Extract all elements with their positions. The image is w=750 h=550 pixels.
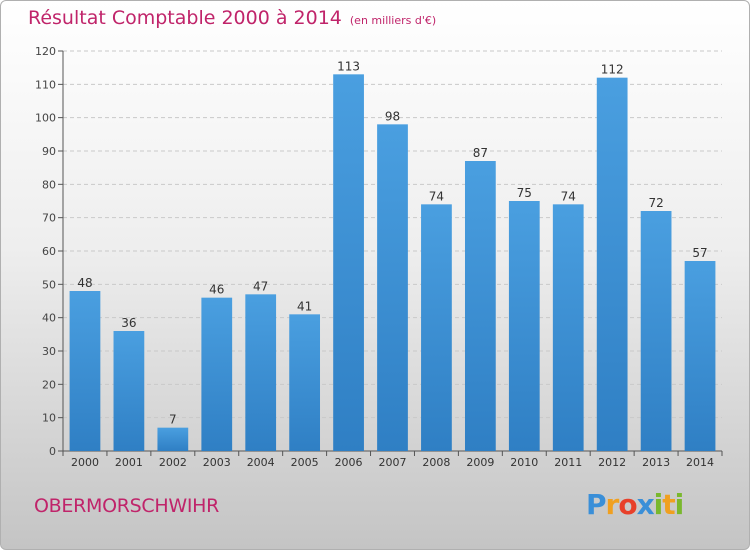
data-label-2006: 113 — [337, 59, 360, 73]
x-tick-label-2010: 2010 — [510, 456, 538, 469]
bar-2002 — [157, 427, 189, 451]
x-tick-label-2014: 2014 — [686, 456, 714, 469]
bar-2008 — [421, 204, 452, 451]
x-tick-label-2011: 2011 — [554, 456, 582, 469]
y-tick-label: 40 — [42, 312, 56, 325]
y-tick-label: 80 — [42, 178, 56, 191]
bar-2011 — [552, 204, 584, 451]
data-label-2014: 57 — [692, 246, 707, 260]
x-axis: 2000 2001 2002 2003 2004 2005 2006 2007 2008 2009… — [62, 450, 723, 469]
logo-letter: x — [636, 488, 655, 521]
x-tick-label-2006: 2006 — [335, 456, 363, 469]
bar-2004 — [245, 294, 277, 451]
data-label-2003: 46 — [209, 283, 224, 297]
location-name: OBERMORSCHWIHR — [34, 495, 220, 517]
data-label-2005: 41 — [297, 299, 312, 313]
logo-letter: i — [653, 488, 664, 521]
data-label-2001: 36 — [121, 316, 136, 330]
logo-letter: t — [662, 488, 675, 521]
data-label-2008: 74 — [429, 189, 444, 203]
y-tick-label: 10 — [42, 412, 56, 425]
y-tick-label: 0 — [49, 445, 56, 458]
data-label-2010: 75 — [517, 186, 532, 200]
x-tick-label-2012: 2012 — [598, 456, 626, 469]
data-label-2000: 48 — [77, 276, 92, 290]
y-tick-label: 70 — [42, 212, 56, 225]
data-label-2002: 7 — [169, 413, 177, 427]
bar-2009 — [464, 161, 496, 451]
logo-letter: r — [605, 488, 620, 521]
chart-title-main: Résultat Comptable 2000 à 2014 — [28, 7, 342, 29]
x-tick-label-2001: 2001 — [115, 456, 143, 469]
logo-letter: i — [674, 488, 685, 521]
y-tick-label: 60 — [42, 245, 56, 258]
x-tick-label-2009: 2009 — [466, 456, 494, 469]
data-label-2012: 112 — [601, 63, 624, 77]
proxiti-logo: Proxiti — [586, 488, 685, 521]
x-tick-label-2003: 2003 — [203, 456, 231, 469]
x-tick-label-2002: 2002 — [159, 456, 187, 469]
bar-2010 — [508, 201, 540, 451]
bar-2005 — [289, 314, 321, 451]
data-label-2007: 98 — [385, 109, 400, 123]
data-label-2011: 74 — [561, 189, 576, 203]
bar-2007 — [377, 124, 408, 451]
logo-letter: P — [586, 488, 607, 521]
y-tick-label: 110 — [35, 78, 56, 91]
data-label-2009: 87 — [473, 146, 488, 160]
bar-2012 — [596, 77, 628, 452]
y-tick-label: 30 — [42, 345, 56, 358]
x-tick-label-2005: 2005 — [291, 456, 319, 469]
data-label-2004: 47 — [253, 279, 268, 293]
y-tick-label: 20 — [42, 378, 56, 391]
y-tick-label: 100 — [35, 112, 56, 125]
x-tick-label-2013: 2013 — [642, 456, 670, 469]
bar-2001 — [113, 331, 145, 451]
bar-2003 — [201, 297, 233, 451]
y-tick-label: 120 — [35, 45, 56, 58]
y-tick-label: 50 — [42, 278, 56, 291]
y-tick-label: 90 — [42, 145, 56, 158]
x-tick-label-2004: 2004 — [247, 456, 275, 469]
chart-title: Résultat Comptable 2000 à 2014 (en millie… — [28, 7, 436, 29]
data-labels: 48 36 7 46 47 41 113 98 74 87 75 74 112 72 57 — [77, 59, 707, 426]
x-tick-label-2008: 2008 — [422, 456, 450, 469]
x-tick-label-2000: 2000 — [71, 456, 99, 469]
data-label-2013: 72 — [648, 196, 663, 210]
bar-2006 — [333, 74, 364, 451]
bar-2000 — [69, 291, 101, 451]
bar-series — [69, 74, 716, 452]
bar-2014 — [684, 261, 716, 451]
bar-2013 — [640, 211, 672, 451]
y-axis: 0 10 20 30 40 50 60 70 80 90 100 110 120 — [35, 45, 64, 458]
x-tick-label-2007: 2007 — [379, 456, 407, 469]
logo-letter: o — [618, 488, 637, 521]
chart-title-unit: (en milliers d'€) — [349, 14, 437, 27]
